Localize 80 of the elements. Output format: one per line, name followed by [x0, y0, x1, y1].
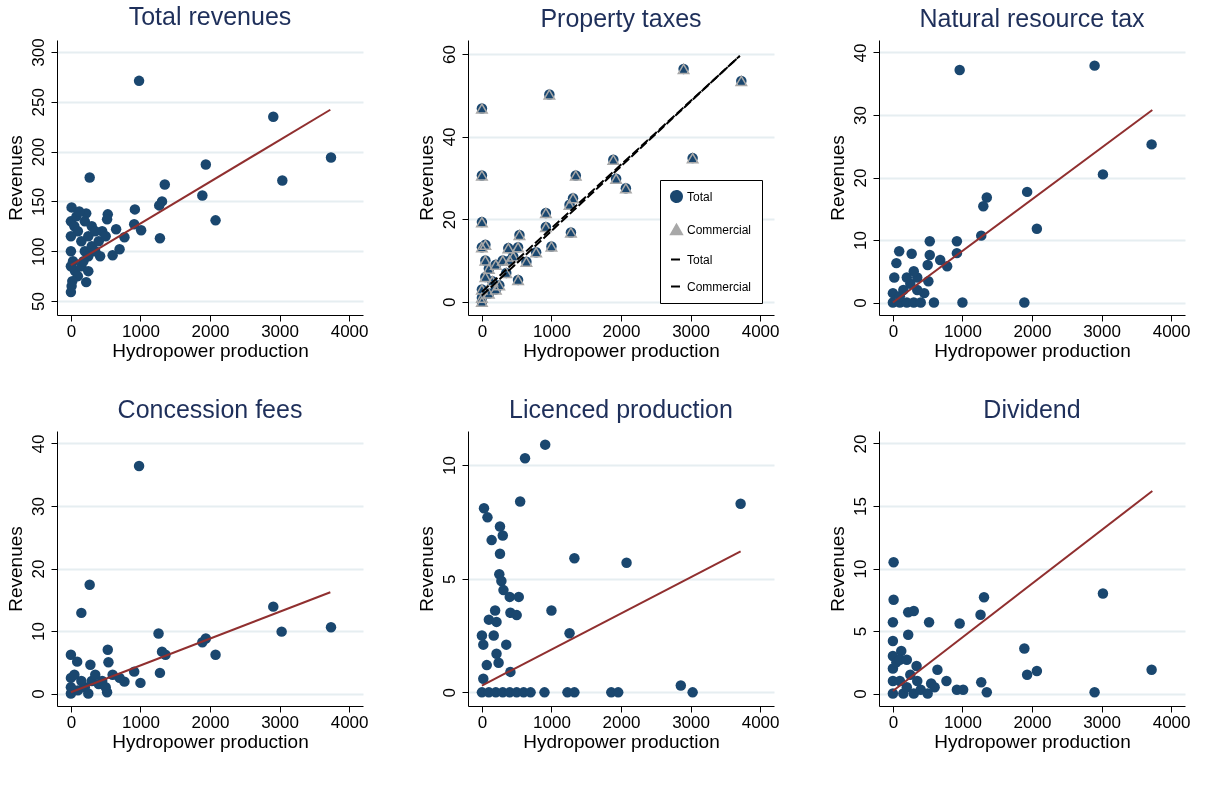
x-tick-label: 0 [66, 321, 77, 341]
y-tick-label: 20 [439, 210, 459, 230]
y-tick-label: 40 [439, 127, 459, 147]
x-tick-label: 3000 [1083, 712, 1121, 732]
chart-title: Property taxes [540, 4, 702, 32]
x-tick-label: 2000 [191, 712, 230, 732]
x-axis-title: Hydropower production [934, 339, 1131, 361]
x-axis-title: Hydropower production [934, 730, 1131, 752]
x-tick-label: 1000 [533, 321, 571, 341]
y-tick-label: 250 [28, 88, 48, 117]
legend-label: Commercial [687, 279, 752, 294]
x-tick-label: 0 [66, 712, 77, 732]
x-tick-label: 1000 [533, 712, 571, 732]
x-tick-label: 3000 [261, 321, 299, 341]
x-tick-label: 0 [888, 321, 899, 341]
y-axis-title: Revenues [415, 526, 437, 612]
y-tick-label: 20 [28, 559, 48, 579]
x-tick-label: 4000 [330, 321, 369, 341]
x-axis-title: Hydropower production [523, 339, 720, 361]
x-tick-label: 3000 [672, 321, 710, 341]
y-tick-label: 40 [850, 43, 870, 63]
y-tick-label: 10 [850, 559, 870, 579]
y-tick-label: 20 [850, 168, 870, 188]
y-tick-label: 5 [850, 626, 870, 637]
y-tick-label: 0 [439, 688, 459, 698]
y-tick-label: 50 [28, 292, 48, 312]
chart-title: Natural resource tax [919, 4, 1146, 32]
x-tick-label: 3000 [1083, 321, 1121, 341]
x-tick-label: 4000 [1152, 321, 1191, 341]
y-tick-label: 15 [850, 497, 870, 516]
x-tick-label: 3000 [672, 712, 710, 732]
y-tick-label: 0 [850, 298, 870, 308]
x-tick-label: 2000 [1013, 321, 1052, 341]
y-tick-label: 5 [439, 574, 459, 584]
x-tick-label: 3000 [261, 712, 299, 732]
x-tick-label: 4000 [741, 321, 780, 341]
x-axis-title: Hydropower production [523, 730, 720, 752]
y-tick-label: 10 [28, 622, 48, 641]
y-tick-label: 200 [28, 137, 48, 167]
chart-title: Dividend [983, 395, 1081, 423]
y-axis-title: Revenues [4, 135, 26, 221]
x-tick-label: 1000 [944, 712, 982, 732]
x-tick-label: 2000 [602, 712, 641, 732]
y-tick-label: 30 [28, 497, 48, 516]
y-tick-label: 20 [850, 434, 870, 454]
chart-title: Concession fees [117, 395, 303, 423]
y-axis-title: Revenues [826, 135, 848, 221]
y-axis-title: Revenues [4, 526, 26, 612]
y-tick-label: 40 [28, 434, 48, 454]
x-tick-label: 2000 [191, 321, 230, 341]
y-tick-label: 300 [28, 38, 48, 67]
legend-label: Commercial [687, 222, 752, 237]
x-tick-label: 4000 [330, 712, 369, 732]
y-tick-label: 60 [439, 45, 459, 64]
chart-title: Licenced production [509, 395, 733, 423]
y-axis-title: Revenues [415, 135, 437, 221]
x-axis-title: Hydropower production [112, 730, 309, 752]
x-tick-label: 0 [477, 712, 488, 732]
legend-label: Total [687, 189, 713, 204]
y-tick-label: 0 [28, 689, 48, 699]
x-tick-label: 4000 [741, 712, 780, 732]
x-tick-label: 1000 [944, 321, 982, 341]
chart-title: Total revenues [128, 1, 292, 30]
x-tick-label: 0 [477, 321, 488, 341]
x-tick-label: 2000 [1013, 712, 1052, 732]
legend-label: Total [687, 252, 713, 267]
x-tick-label: 2000 [602, 321, 641, 341]
y-tick-label: 10 [850, 231, 870, 250]
y-tick-label: 0 [439, 297, 459, 308]
y-tick-label: 10 [439, 456, 459, 476]
x-tick-label: 4000 [1152, 712, 1191, 732]
y-tick-label: 0 [850, 689, 870, 699]
y-tick-label: 30 [850, 106, 870, 125]
x-tick-label: 1000 [122, 321, 160, 341]
y-tick-label: 100 [28, 237, 48, 266]
y-tick-label: 150 [28, 187, 48, 217]
y-axis-title: Revenues [826, 526, 848, 612]
x-tick-label: 1000 [122, 712, 160, 732]
x-tick-label: 0 [888, 712, 899, 732]
x-axis-title: Hydropower production [112, 339, 309, 361]
